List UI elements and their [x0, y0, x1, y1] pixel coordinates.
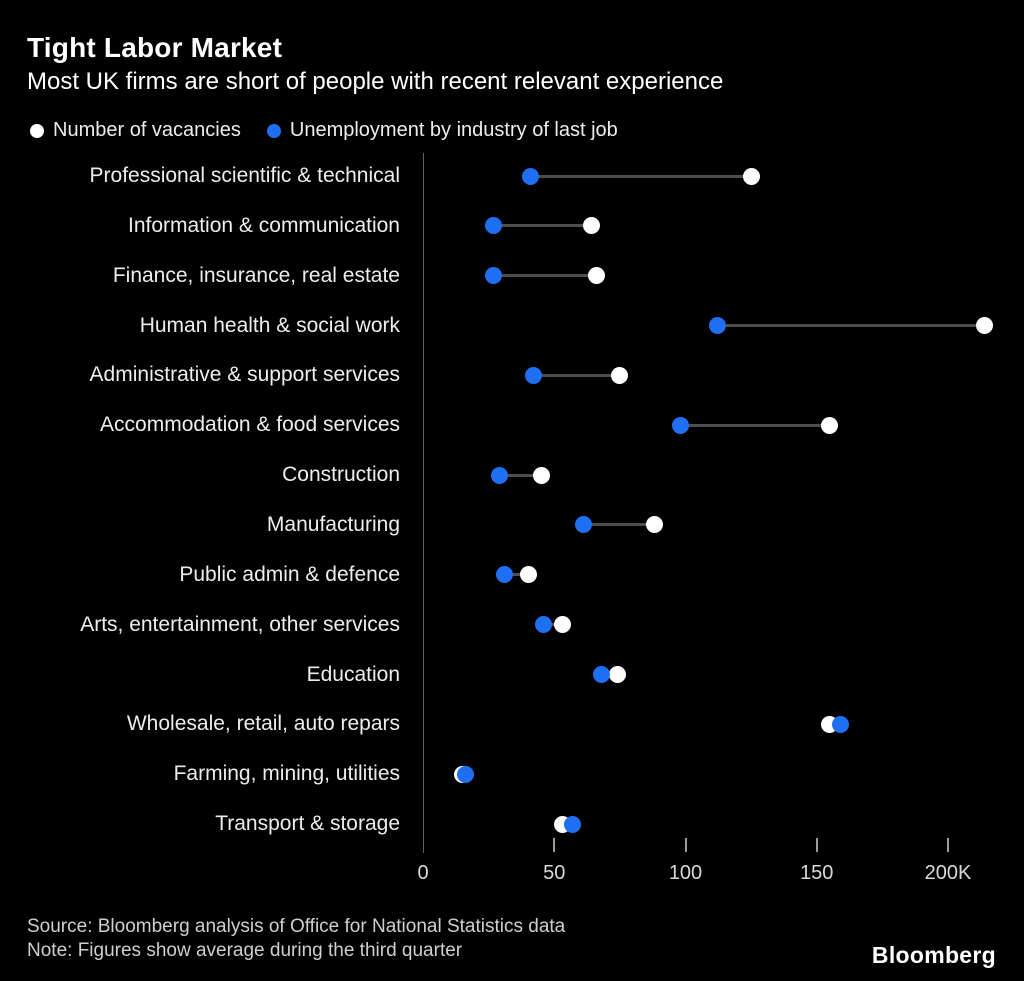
- x-axis-label: 50: [543, 862, 566, 884]
- unemployment-dot: [524, 366, 542, 384]
- x-axis-label: 100: [668, 862, 703, 884]
- legend-label-unemployment: Unemployment by industry of last job: [289, 119, 618, 141]
- unemployment-dot: [574, 516, 592, 534]
- unemployment-dot: [831, 715, 849, 733]
- category-label: Professional scientific & technical: [89, 164, 400, 187]
- vacancies-dot: [532, 466, 550, 484]
- chart-subtitle: Most UK firms are short of people with r…: [27, 68, 724, 95]
- legend-label-vacancies: Number of vacancies: [53, 119, 241, 141]
- category-label: Arts, entertainment, other services: [80, 612, 400, 636]
- unemployment-dot: [564, 815, 582, 833]
- category-label: Farming, mining, utilities: [173, 762, 400, 786]
- unemployment-dot: [522, 167, 540, 185]
- chart-title: Tight Labor Market: [27, 32, 283, 63]
- connector-line: [583, 523, 654, 527]
- connector-line: [717, 324, 985, 328]
- unemployment-dot: [490, 466, 508, 484]
- vacancies-dot: [611, 366, 629, 384]
- vacancies-legend-dot-icon: [30, 123, 44, 138]
- vacancies-dot: [587, 267, 605, 285]
- vacancies-dot: [553, 616, 571, 634]
- source-text: Source: Bloomberg analysis of Office for…: [27, 916, 566, 937]
- bloomberg-logo: Bloomberg: [871, 942, 996, 968]
- connector-line: [543, 623, 563, 627]
- unemployment-dot: [485, 267, 503, 285]
- category-label: Education: [306, 662, 400, 686]
- category-label: Information & communication: [128, 213, 400, 237]
- category-label: Accommodation & food services: [100, 413, 400, 437]
- category-label: Administrative & support services: [89, 363, 400, 387]
- vacancies-dot: [645, 516, 663, 534]
- x-axis-tick: [815, 838, 818, 852]
- legend-item-vacancies: Number of vacancies: [30, 119, 241, 142]
- x-axis-label: 150: [800, 862, 834, 884]
- vacancies-dot: [608, 666, 626, 683]
- y-axis-zero-line: [423, 153, 424, 853]
- x-axis-tick: [553, 838, 556, 852]
- x-axis-label: 200K: [924, 862, 972, 884]
- vacancies-dot: [742, 167, 760, 185]
- x-axis-tick: [947, 838, 949, 852]
- vacancies-dot: [821, 416, 839, 434]
- x-axis-tick: [684, 838, 687, 852]
- vacancies-dot: [976, 317, 994, 335]
- legend-item-unemployment: Unemployment by industry of last job: [266, 119, 618, 142]
- unemployment-dot: [456, 765, 474, 783]
- category-label: Wholesale, retail, auto repars: [126, 712, 400, 736]
- category-label: Public admin & defence: [179, 562, 400, 586]
- connector-line: [533, 373, 620, 377]
- connector-line: [680, 423, 830, 427]
- vacancies-dot: [519, 566, 537, 584]
- unemployment-dot: [485, 217, 503, 235]
- connector-line: [504, 573, 528, 577]
- category-label: Human health & social work: [139, 313, 400, 337]
- category-label: Finance, insurance, real estate: [112, 263, 400, 287]
- vacancies-dot: [582, 217, 600, 235]
- connector-line: [493, 274, 597, 278]
- connector-line: [499, 473, 542, 477]
- unemployment-dot: [593, 666, 610, 683]
- connector-line: [493, 224, 591, 228]
- unemployment-dot: [535, 616, 553, 634]
- note-text: Note: Figures show average during the th…: [27, 940, 463, 961]
- unemployment-dot: [708, 317, 726, 335]
- unemployment-dot: [671, 416, 689, 434]
- category-label: Transport & storage: [215, 812, 400, 836]
- x-axis-label: 0: [417, 862, 429, 884]
- category-label: Construction: [282, 463, 400, 487]
- unemployment-legend-dot-icon: [266, 123, 281, 138]
- legend: Number of vacancies Unemployment by indu…: [30, 119, 618, 142]
- category-label: Manufacturing: [266, 512, 400, 536]
- connector-line: [530, 174, 752, 178]
- unemployment-dot: [495, 566, 513, 584]
